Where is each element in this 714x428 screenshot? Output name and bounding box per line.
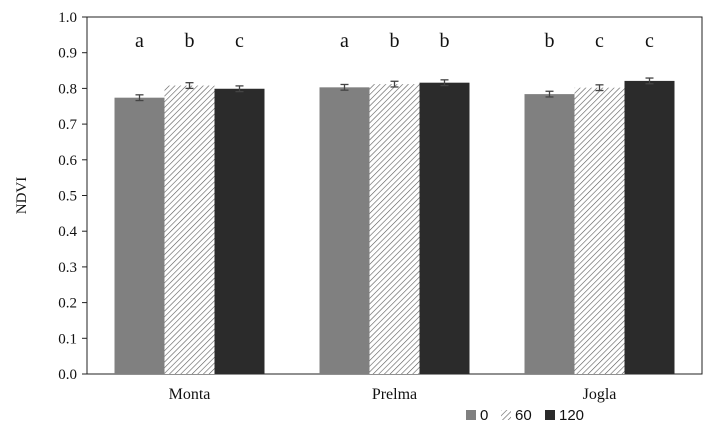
legend-label-120: 120: [559, 407, 584, 424]
category-label-monta: Monta: [169, 386, 211, 403]
significance-letter: b: [390, 30, 400, 52]
y-axis-tick-labels: 0.0 0.1 0.2 0.3 0.4 0.5 0.6 0.7 0.8 0.9 1.0: [58, 10, 87, 383]
significance-letter: b: [545, 30, 555, 52]
bar-0-jogla: [524, 94, 575, 374]
y-tick-label: 0.5: [58, 189, 77, 205]
y-tick-label: 0.3: [58, 260, 77, 276]
bar-120-prelma: [419, 82, 470, 375]
legend-swatch-60: [501, 410, 511, 420]
legend-label-60: 60: [515, 407, 532, 424]
significance-letter: b: [185, 30, 195, 52]
y-tick-label: 0.4: [58, 224, 77, 240]
y-tick-label: 0.0: [58, 367, 77, 383]
bar-0-prelma: [319, 87, 370, 374]
bar-60-jogla: [574, 87, 625, 374]
significance-letter: a: [135, 30, 144, 52]
bar-120-monta: [214, 88, 265, 374]
x-axis-category-labels: Monta Prelma Jogla: [169, 386, 617, 403]
significance-letter: c: [645, 30, 654, 52]
legend-swatch-0: [466, 410, 476, 420]
bar-0-monta: [114, 97, 165, 374]
bars: [114, 80, 675, 375]
bar-120-jogla: [624, 80, 675, 374]
y-axis-title: NDVI: [14, 177, 30, 215]
legend-label-0: 0: [480, 407, 488, 424]
error-bars: [135, 77, 654, 102]
y-tick-label: 0.7: [58, 117, 77, 133]
y-tick-label: 0.6: [58, 153, 77, 169]
y-tick-label: 0.1: [58, 331, 77, 347]
category-label-prelma: Prelma: [372, 386, 417, 403]
significance-letter: c: [595, 30, 604, 52]
significance-letter: b: [440, 30, 450, 52]
bar-60-prelma: [369, 84, 420, 374]
category-label-jogla: Jogla: [583, 386, 617, 403]
y-tick-label: 0.8: [58, 81, 77, 97]
significance-letter: c: [235, 30, 244, 52]
y-tick-label: 0.9: [58, 46, 77, 62]
legend-swatch-120: [545, 410, 555, 420]
significance-letter: a: [340, 30, 349, 52]
y-tick-label: 0.2: [58, 296, 77, 312]
bar-60-monta: [164, 85, 215, 374]
y-tick-label: 1.0: [58, 10, 77, 26]
legend: 0 60 120: [466, 407, 584, 424]
